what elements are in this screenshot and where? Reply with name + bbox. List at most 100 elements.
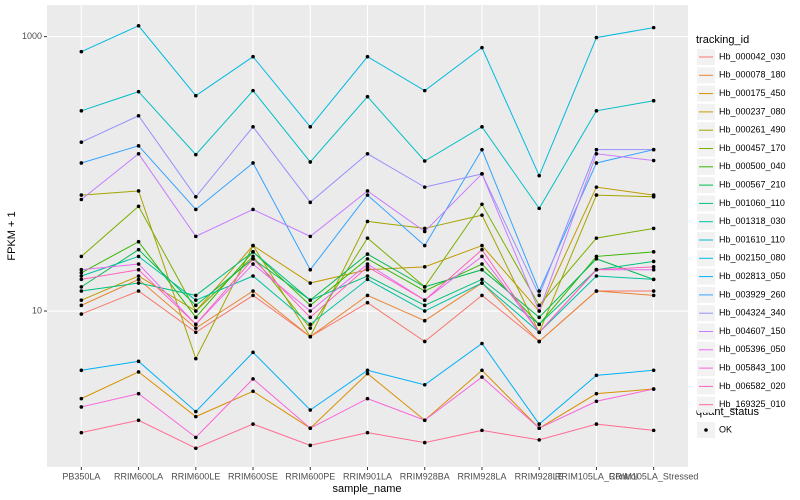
data-point [594, 161, 599, 165]
data-point [594, 185, 599, 189]
data-point [480, 243, 484, 248]
data-point [422, 226, 427, 231]
legend-label: Hb_001610_110 [719, 234, 785, 244]
legend-label: Hb_001060_110 [719, 198, 785, 208]
data-point [251, 293, 255, 298]
data-point [194, 330, 198, 335]
data-point [251, 243, 255, 248]
legend-label: Hb_000457_170 [719, 143, 786, 153]
data-point [365, 371, 370, 376]
data-point [651, 226, 656, 231]
x-tick-label: RRIM600LA [114, 471, 163, 481]
data-point [480, 172, 484, 176]
data-point [594, 236, 599, 240]
legend-label: Hb_000078_180 [719, 70, 786, 80]
legend-label: OK [719, 424, 732, 434]
data-point [480, 125, 484, 129]
data-point [251, 88, 255, 93]
data-point [480, 213, 484, 217]
data-point [136, 239, 141, 244]
data-point [79, 254, 84, 259]
data-point [79, 49, 84, 54]
data-point [537, 339, 541, 344]
data-point [194, 293, 198, 298]
data-point [480, 147, 484, 152]
data-point [537, 309, 541, 313]
data-point [422, 318, 427, 323]
data-point [251, 389, 255, 394]
data-point [651, 147, 656, 152]
data-point [79, 368, 84, 373]
data-point [194, 409, 198, 414]
data-point [594, 399, 599, 404]
data-point [480, 368, 484, 373]
data-point [79, 108, 84, 113]
legend-title: tracking_id [696, 34, 749, 46]
data-point [136, 247, 141, 252]
data-point [422, 285, 427, 289]
data-point [422, 243, 427, 248]
data-point [136, 370, 141, 374]
data-point [651, 195, 656, 199]
data-point [422, 309, 427, 313]
data-point [79, 405, 84, 409]
data-point [79, 277, 84, 282]
data-point [594, 257, 599, 261]
legend-label: Hb_004607_150 [719, 326, 786, 336]
data-point [651, 259, 656, 264]
data-point [136, 391, 141, 396]
data-point [79, 430, 84, 435]
data-point [136, 89, 141, 94]
data-point [79, 285, 84, 289]
data-point [422, 265, 427, 269]
legend-label: Hb_001318_030 [719, 216, 786, 226]
data-point [365, 236, 370, 240]
data-point [537, 322, 541, 327]
data-point [594, 108, 599, 113]
data-point [422, 185, 427, 189]
data-point [308, 234, 313, 239]
legend-label: Hb_006582_020 [719, 381, 786, 391]
data-point [194, 207, 198, 212]
data-point [537, 206, 541, 211]
legend-label: Hb_000042_030 [719, 51, 786, 61]
data-point [308, 125, 313, 129]
data-point [594, 151, 599, 156]
data-point [480, 247, 484, 252]
data-point [251, 207, 255, 212]
data-point [651, 289, 656, 293]
data-point [365, 54, 370, 59]
legend-label: Hb_004324_340 [719, 308, 786, 318]
data-point [194, 414, 198, 419]
data-point [480, 293, 484, 298]
data-point [594, 35, 599, 40]
x-tick-label: RRIM600PE [285, 471, 335, 481]
data-point [537, 173, 541, 178]
data-point [537, 315, 541, 320]
data-point [194, 446, 198, 451]
data-point [537, 289, 541, 293]
data-point [365, 252, 370, 256]
data-point [651, 387, 656, 391]
data-point [365, 368, 370, 373]
data-point [308, 160, 313, 164]
x-axis-label: sample_name [332, 483, 401, 495]
data-point [480, 341, 484, 346]
legend-label: Hb_000261_490 [719, 125, 786, 135]
legend-label: Hb_169325_010 [719, 399, 786, 409]
data-point [308, 408, 313, 412]
data-point [194, 298, 198, 302]
legend-label: Hb_000175_450 [719, 88, 786, 98]
data-point [365, 94, 370, 99]
data-point [251, 350, 255, 355]
data-point [537, 303, 541, 308]
data-point [251, 377, 255, 381]
data-point [194, 326, 198, 330]
data-point [194, 322, 198, 327]
data-point [194, 356, 198, 361]
data-point [136, 189, 141, 193]
data-point [651, 250, 656, 254]
data-point [422, 88, 427, 93]
data-point [79, 312, 84, 316]
data-point [365, 396, 370, 401]
